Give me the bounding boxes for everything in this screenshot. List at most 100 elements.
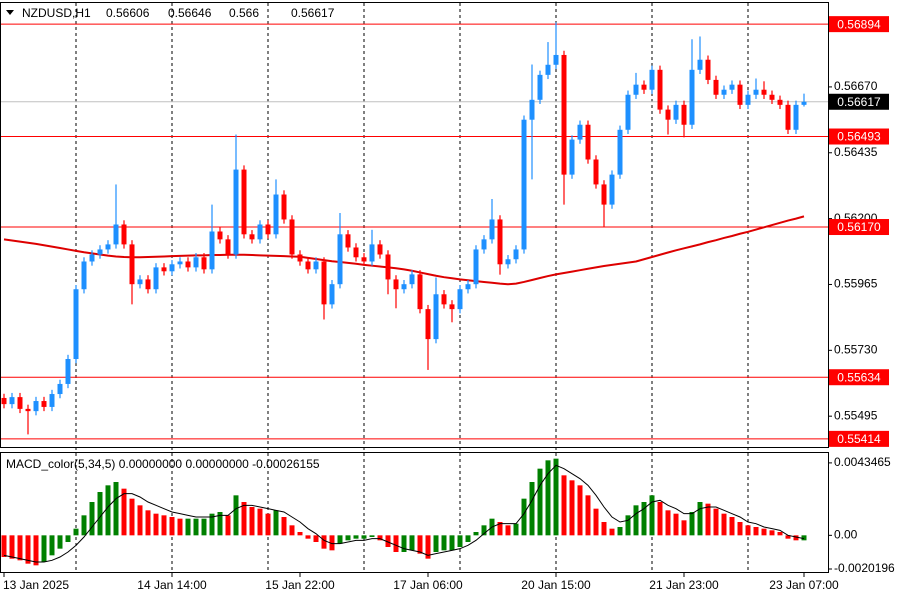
- candle-body: [73, 289, 79, 360]
- macd-bar: [617, 527, 623, 536]
- y-tick-label: 0.55965: [834, 277, 878, 291]
- macd-bar: [793, 535, 799, 541]
- candle-body: [273, 194, 279, 235]
- macd-bar: [297, 532, 303, 536]
- candle-body: [713, 79, 719, 95]
- candle-body: [129, 244, 135, 285]
- candle-body: [465, 284, 471, 290]
- candle-body: [601, 184, 607, 205]
- candle-body: [281, 194, 287, 220]
- candle-body: [689, 69, 695, 125]
- x-tick-label: 21 Jan 23:00: [649, 578, 719, 592]
- macd-bar: [89, 502, 95, 536]
- macd-bar: [105, 485, 111, 536]
- x-tick-label: 23 Jan 07:00: [769, 578, 839, 592]
- macd-bar: [233, 495, 239, 536]
- macd-bar: [33, 535, 39, 566]
- macd-bar: [193, 518, 199, 536]
- candle-body: [57, 383, 63, 395]
- macd-bar: [633, 505, 639, 536]
- macd-bar: [449, 535, 455, 551]
- y-tick-label: 0.0043465: [834, 455, 891, 469]
- macd-bar: [553, 458, 559, 536]
- level-label-box: [829, 16, 889, 33]
- x-tick-label: 20 Jan 15:00: [521, 578, 591, 592]
- macd-bar: [609, 528, 615, 536]
- macd-bar: [577, 485, 583, 536]
- candle-body: [25, 408, 31, 412]
- candle-body: [433, 294, 439, 340]
- candle-body: [81, 261, 87, 290]
- macd-bar: [225, 515, 231, 536]
- x-tick-label: 14 Jan 14:00: [137, 578, 207, 592]
- candle-body: [33, 401, 39, 412]
- macd-bar: [777, 532, 783, 536]
- level-label-box: [829, 369, 889, 386]
- macd-bar: [313, 535, 319, 542]
- candle-body: [193, 257, 199, 268]
- candle-body: [265, 224, 271, 235]
- macd-bar: [721, 513, 727, 536]
- level-label-box: [829, 430, 889, 447]
- candle-body: [121, 224, 127, 245]
- macd-bar: [393, 535, 399, 552]
- macd-bar: [625, 515, 631, 536]
- macd-bar: [217, 512, 223, 536]
- candle-body: [161, 267, 167, 272]
- candle-body: [41, 401, 47, 407]
- macd-bar: [41, 535, 47, 562]
- macd-bar: [801, 535, 807, 541]
- candle-body: [137, 279, 143, 285]
- candle-body: [385, 254, 391, 280]
- macd-bar: [345, 535, 351, 541]
- x-tick-label: 13 Jan 2025: [3, 578, 69, 592]
- macd-bar: [377, 535, 383, 541]
- candle-body: [409, 274, 415, 285]
- candle-body: [249, 234, 255, 240]
- y-tick-label: 0.56670: [834, 79, 878, 93]
- macd-bar: [561, 475, 567, 536]
- candle-body: [289, 219, 295, 255]
- macd-bar: [289, 525, 295, 536]
- candle-body: [561, 54, 567, 175]
- macd-bar: [153, 513, 159, 536]
- candle-body: [225, 239, 231, 255]
- candle-body: [721, 89, 727, 95]
- macd-bar: [353, 535, 359, 539]
- candle-body: [641, 84, 647, 90]
- macd-bar: [649, 495, 655, 536]
- candle-body: [593, 159, 599, 185]
- candle-body: [233, 169, 239, 255]
- candle-body: [185, 261, 191, 268]
- macd-bar: [329, 535, 335, 551]
- macd-title: MACD_color(5,34,5) 0.00000000 0.00000000…: [6, 457, 320, 471]
- candle-body: [585, 124, 591, 160]
- candle-body: [537, 74, 543, 100]
- macd-bar: [665, 510, 671, 536]
- candle-body: [521, 119, 527, 250]
- macd-bar: [385, 535, 391, 547]
- candle-body: [329, 284, 335, 305]
- macd-bar: [481, 525, 487, 536]
- macd-bar: [209, 513, 215, 536]
- macd-bar: [465, 535, 471, 542]
- candle-body: [673, 104, 679, 120]
- candle-body: [793, 104, 799, 130]
- header-open: 0.56606: [106, 6, 150, 20]
- symbol-title: NZDUSD,H1: [22, 6, 91, 20]
- macd-bar: [17, 535, 23, 561]
- candle-body: [321, 261, 327, 305]
- macd-bar: [673, 513, 679, 536]
- price-label-box: [829, 93, 889, 110]
- macd-bar: [305, 535, 311, 539]
- candle-body: [657, 69, 663, 110]
- level-label: 0.56170: [837, 220, 881, 234]
- candle-body: [241, 169, 247, 235]
- candle-body: [497, 219, 503, 265]
- macd-bar: [97, 492, 103, 536]
- level-label: 0.56493: [837, 130, 881, 144]
- candle-body: [49, 394, 55, 407]
- macd-panel: [0, 452, 829, 573]
- header-high: 0.56646: [168, 6, 212, 20]
- candle-body: [417, 274, 423, 310]
